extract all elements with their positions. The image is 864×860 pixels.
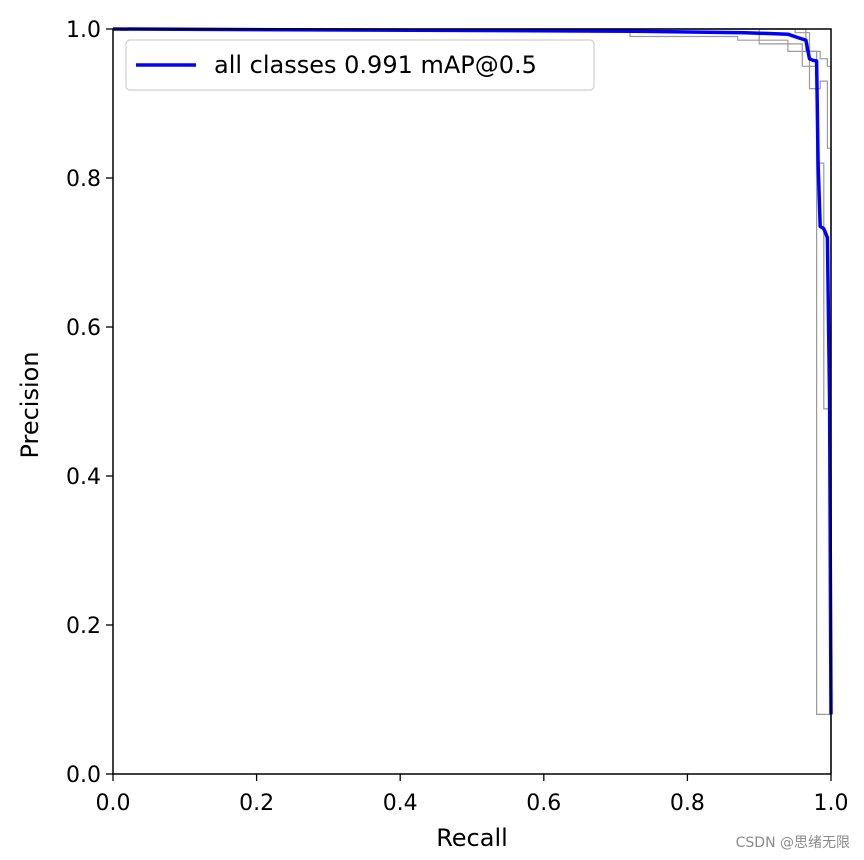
x-tick-label: 0.8 (670, 791, 705, 816)
x-tick-label: 0.2 (239, 791, 274, 816)
y-tick-label: 0.6 (66, 316, 101, 341)
series-line-class-1 (113, 28, 832, 774)
x-tick-label: 1.0 (814, 791, 849, 816)
plot-frame (112, 28, 832, 775)
y-axis-ticks: 0.0 0.2 0.4 0.6 0.8 1.0 (66, 18, 113, 788)
x-tick-label: 0.4 (383, 791, 418, 816)
y-tick-label: 0.0 (66, 763, 101, 788)
series-line-all-classes (112, 27, 833, 715)
x-axis-label: Recall (436, 824, 508, 852)
series-line-class-2 (113, 28, 832, 722)
y-axis-label: Precision (16, 351, 44, 458)
y-tick-label: 1.0 (66, 18, 101, 43)
series-line-class-3 (113, 28, 832, 774)
watermark: CSDN @思绪无限 (735, 835, 850, 851)
x-tick-label: 0.0 (96, 791, 131, 816)
legend-label-all-classes: all classes 0.991 mAP@0.5 (214, 51, 537, 79)
y-tick-label: 0.2 (66, 614, 101, 639)
y-tick-label: 0.4 (66, 465, 101, 490)
x-axis-ticks: 0.0 0.2 0.4 0.6 0.8 1.0 (96, 774, 849, 816)
x-tick-label: 0.6 (526, 791, 561, 816)
plot-area (112, 27, 833, 774)
series-line-class-4 (113, 28, 832, 700)
y-tick-label: 0.8 (66, 167, 101, 192)
legend-box (125, 39, 595, 91)
legend: all classes 0.991 mAP@0.5 (125, 39, 595, 91)
